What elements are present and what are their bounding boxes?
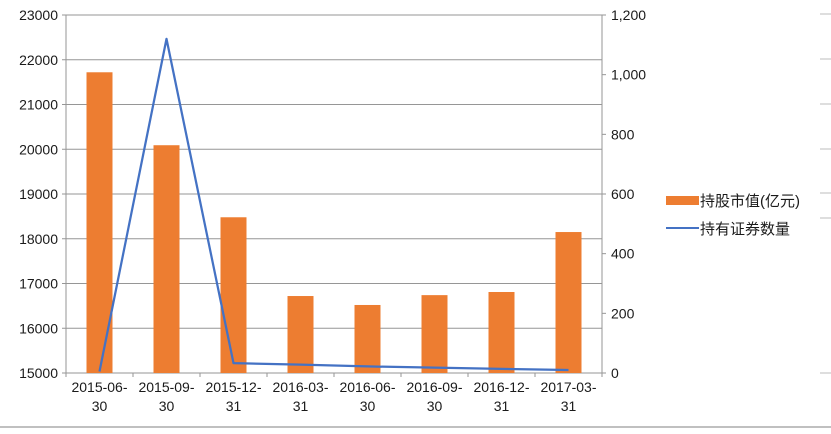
x-axis-category-label: 2015-06-30 <box>71 379 127 414</box>
right-axis-tick-label: 1,000 <box>611 67 646 83</box>
bar-2015-09-30[interactable] <box>153 145 180 373</box>
legend-label-bar-series: 持股市值(亿元) <box>700 192 800 210</box>
line-series-path[interactable] <box>98 37 569 372</box>
right-axis-tick-label: 400 <box>611 246 635 262</box>
legend-item-line-series[interactable]: 持有证券数量 <box>666 214 800 242</box>
x-axis-category-label: 2017-03-31 <box>540 379 596 414</box>
left-axis-tick-label: 22000 <box>19 52 58 68</box>
left-axis-tick-label: 16000 <box>19 320 58 336</box>
right-axis-tick-label: 200 <box>611 305 635 321</box>
left-axis-tick-label: 19000 <box>19 186 58 202</box>
left-axis-tick-label: 23000 <box>19 7 58 23</box>
x-axis-category-label: 2015-09-30 <box>138 379 194 414</box>
right-axis-tick-label: 0 <box>611 365 619 381</box>
chart-legend: 持股市值(亿元) 持有证券数量 <box>666 186 800 242</box>
x-axis-category-label: 2016-06-30 <box>339 379 395 414</box>
line-series-swatch-icon <box>666 227 699 229</box>
x-axis-category-label: 2016-03-31 <box>272 379 328 414</box>
bar-2016-03-31[interactable] <box>287 296 314 373</box>
left-axis-tick-label: 17000 <box>19 276 58 292</box>
right-axis-tick-label: 600 <box>611 186 635 202</box>
bar-2016-09-30[interactable] <box>421 295 448 373</box>
legend-item-bar-series[interactable]: 持股市值(亿元) <box>666 186 800 214</box>
left-axis-tick-label: 20000 <box>19 141 58 157</box>
bar-series-swatch-icon <box>666 195 699 205</box>
right-axis-tick-label: 800 <box>611 126 635 142</box>
x-axis-category-label: 2016-12-31 <box>473 379 529 414</box>
left-axis-tick-label: 15000 <box>19 365 58 381</box>
left-axis-tick-label: 21000 <box>19 97 58 113</box>
bar-2015-12-31[interactable] <box>220 217 247 373</box>
x-axis-category-label: 2016-09-30 <box>406 379 462 414</box>
right-axis-tick-label: 1,200 <box>611 7 646 23</box>
bar-2016-12-31[interactable] <box>488 292 515 373</box>
bar-2017-03-31[interactable] <box>555 232 582 373</box>
bar-2016-06-30[interactable] <box>354 304 381 373</box>
x-axis-category-label: 2015-12-31 <box>205 379 261 414</box>
left-axis-tick-label: 18000 <box>19 231 58 247</box>
legend-label-line-series: 持有证券数量 <box>700 220 791 238</box>
